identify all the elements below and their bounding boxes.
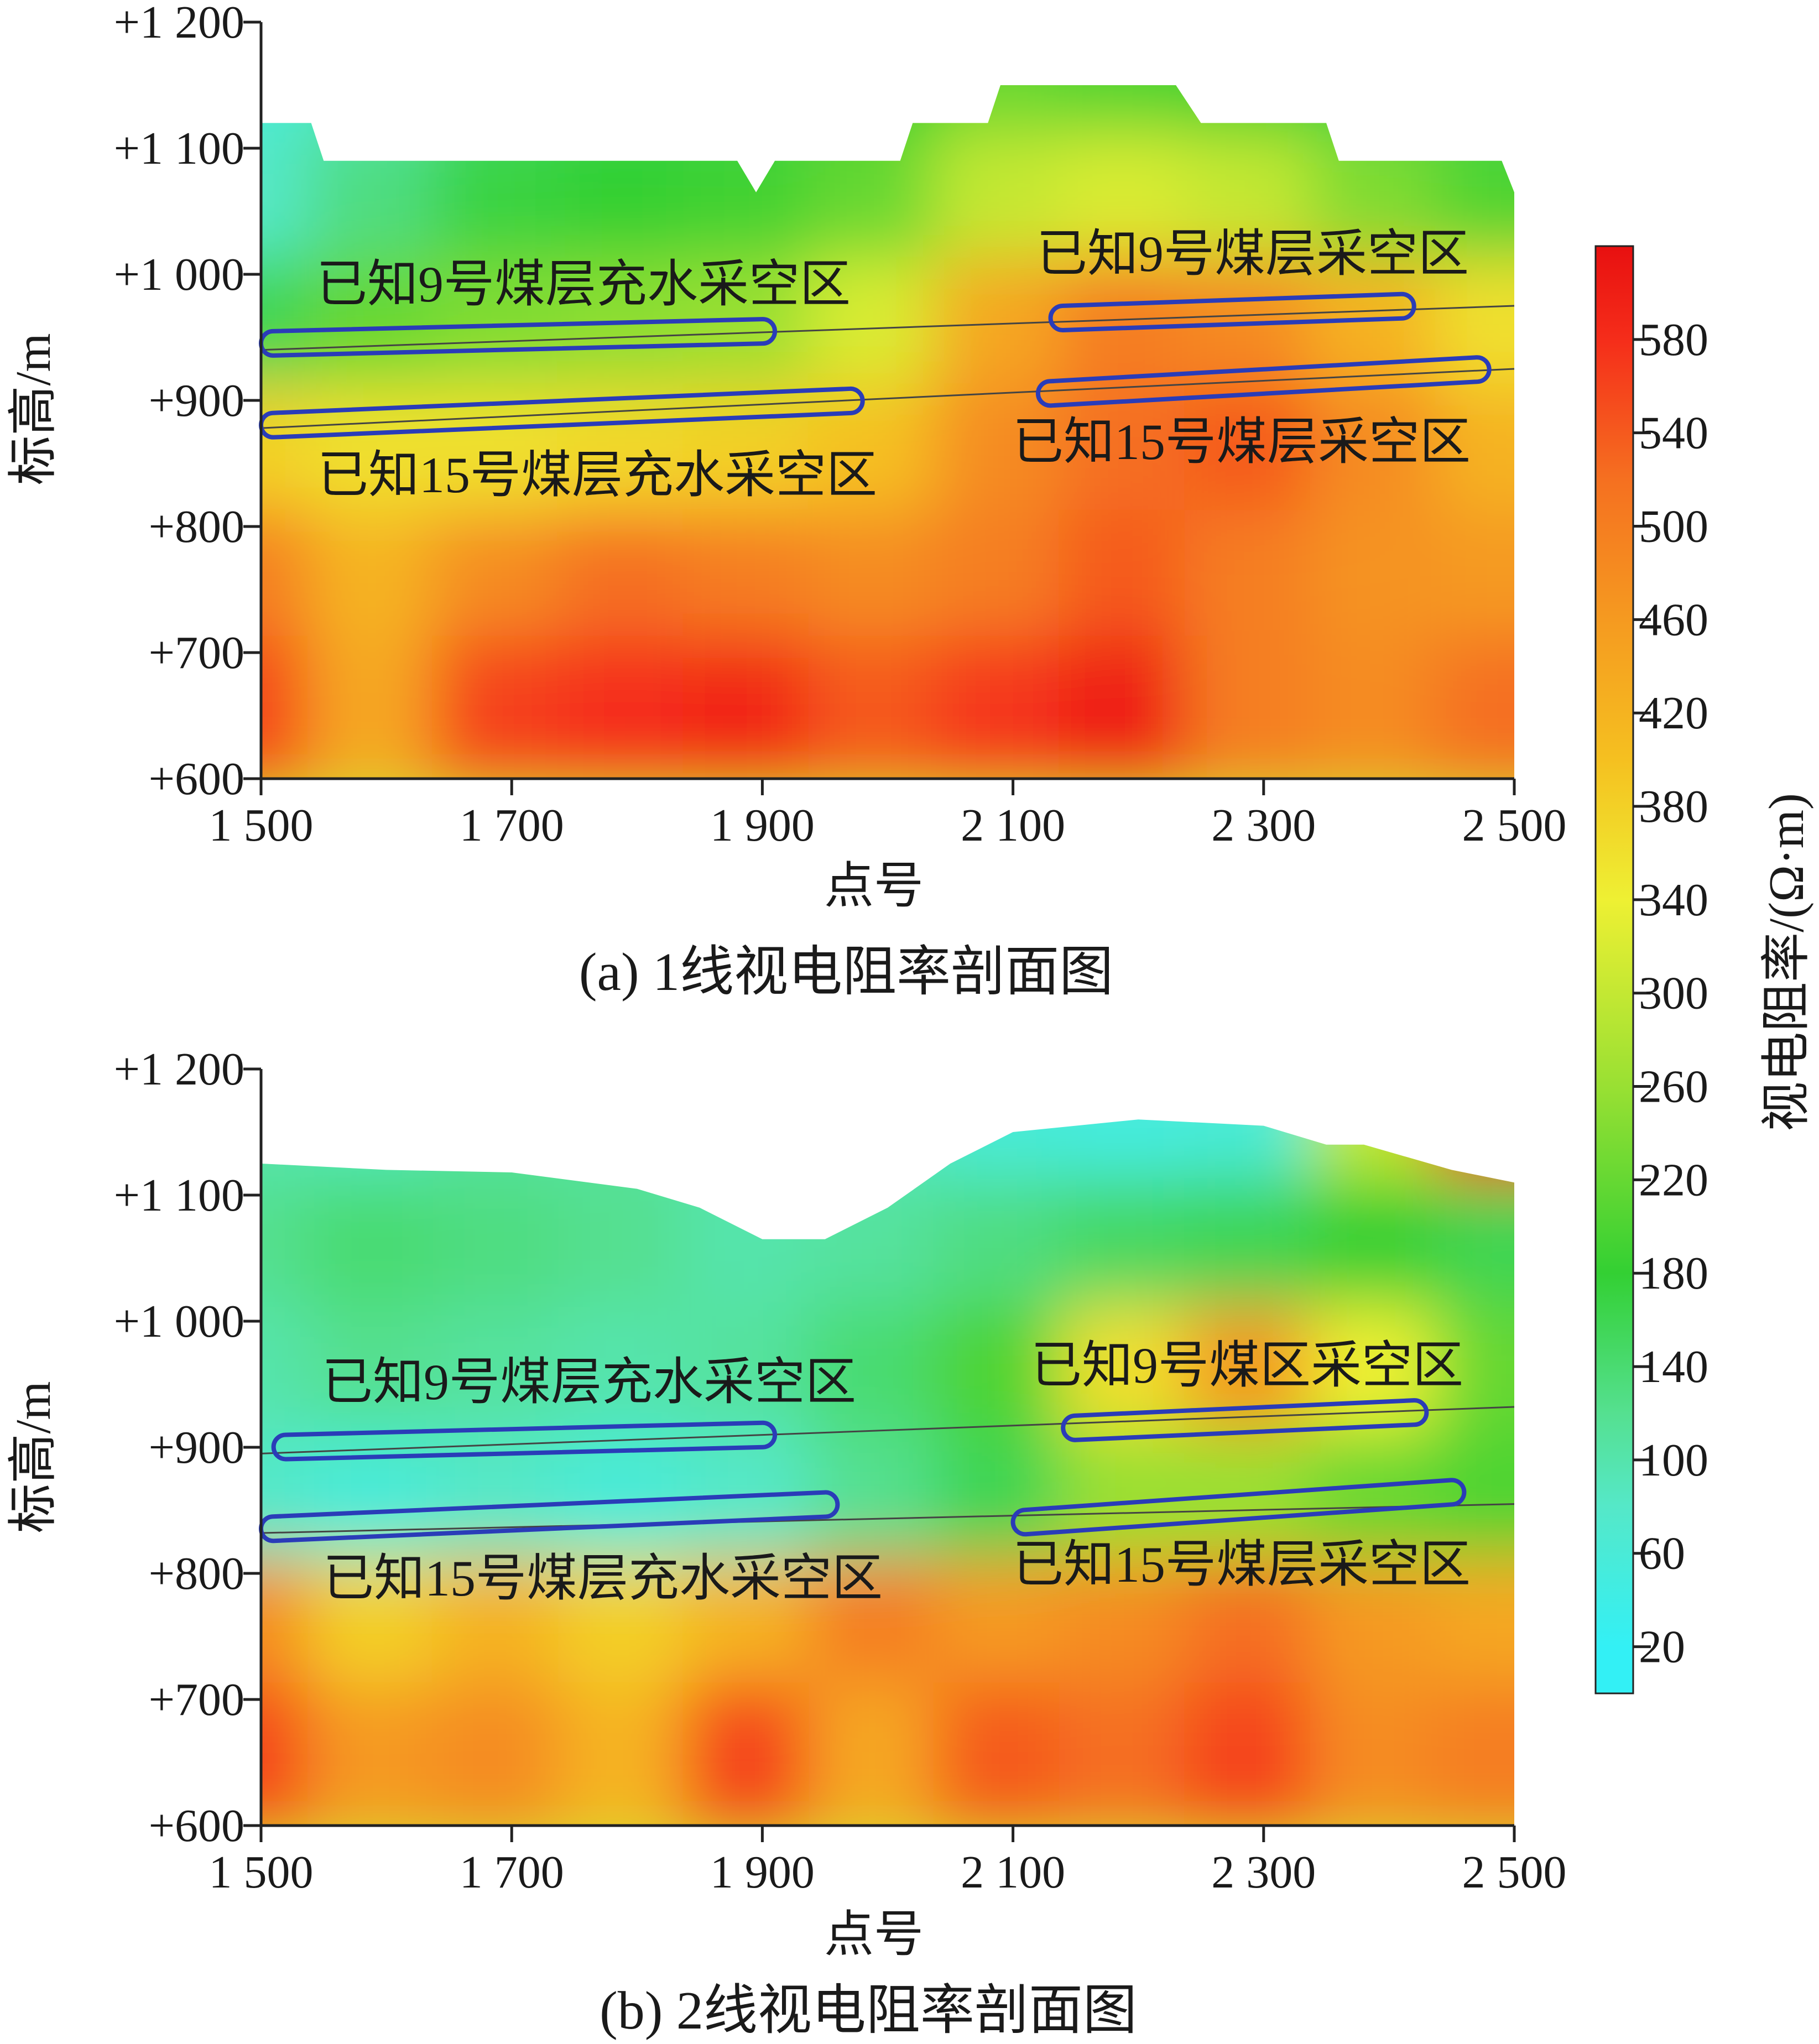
x-tick-label: 2 500 bbox=[1462, 1847, 1567, 1898]
y-tick-label: +900 bbox=[149, 1422, 244, 1473]
colorbar-scale bbox=[1596, 246, 1633, 1693]
colorbar-tick-label: 420 bbox=[1639, 687, 1708, 739]
colorbar-ticks: 20 60 100 140 180 220 260 300 340 380 420 460 500 540… bbox=[1594, 245, 1708, 1694]
colorbar-frame bbox=[1594, 245, 1634, 1694]
y-tick-label: +1 000 bbox=[114, 1296, 244, 1347]
seam-line-15 bbox=[260, 1503, 1515, 1534]
seam-lines-a bbox=[260, 305, 1515, 429]
colorbar-tick-label: 340 bbox=[1639, 874, 1708, 926]
goaf-label: 已知15号煤层充水采空区 bbox=[323, 1550, 883, 1607]
colorbar-tick-label: 180 bbox=[1639, 1248, 1708, 1299]
y-tick-label: +1 000 bbox=[114, 249, 244, 300]
caption-a: (a) 1线视电阻率剖面图 bbox=[579, 942, 1113, 1002]
x-tick-label: 1 700 bbox=[460, 800, 564, 851]
colorbar-tick-label: 460 bbox=[1639, 594, 1708, 645]
goaf-outline bbox=[1010, 1478, 1467, 1537]
terrain-mask-a bbox=[261, 22, 1514, 192]
colorbar-tick-label: 380 bbox=[1639, 781, 1708, 832]
y-tick-label: +800 bbox=[149, 1548, 244, 1599]
y-axis-title-a: 标高/m bbox=[6, 333, 61, 485]
goaf-label: 已知9号煤层充水采空区 bbox=[316, 256, 851, 312]
y-axis-title-b: 标高/m bbox=[6, 1381, 61, 1533]
y-tick-label: +700 bbox=[149, 1674, 244, 1725]
x-tick-label: 2 100 bbox=[961, 1847, 1065, 1898]
colorbar-tick-label: 540 bbox=[1639, 408, 1708, 459]
field-cell bbox=[1435, 1683, 1514, 1826]
heatmap-b bbox=[261, 1069, 1514, 1826]
y-tick-label: +900 bbox=[149, 375, 244, 426]
goaf-outline bbox=[1035, 355, 1492, 408]
y-tick-label: +1 200 bbox=[114, 0, 244, 48]
goaf-label: 已知15号煤层采空区 bbox=[1013, 414, 1471, 470]
y-tick-label: +1 200 bbox=[114, 1044, 244, 1095]
caption-b: (b) 2线视电阻率剖面图 bbox=[600, 1981, 1137, 2041]
seam-line-9 bbox=[260, 305, 1515, 351]
x-tick-label: 2 500 bbox=[1462, 800, 1567, 851]
x-tick-label: 1 900 bbox=[710, 800, 815, 851]
colorbar-tick-label: 140 bbox=[1639, 1341, 1708, 1393]
goaf-label: 已知15号煤层充水采空区 bbox=[317, 447, 877, 503]
colorbar-tick-label: 260 bbox=[1639, 1061, 1708, 1113]
colorbar-title: 视电阻率/(Ω·m) bbox=[1759, 793, 1814, 1132]
goaf-outline bbox=[1048, 291, 1416, 333]
goaf-outline bbox=[271, 1420, 778, 1462]
seam-lines-b bbox=[260, 1406, 1515, 1534]
y-tick-label: +700 bbox=[149, 627, 244, 679]
y-tick-label: +600 bbox=[149, 1800, 244, 1852]
x-tick-label: 2 300 bbox=[1211, 1847, 1316, 1898]
goaf-label: 已知9号煤层充水采空区 bbox=[322, 1354, 856, 1410]
seam-line-15 bbox=[260, 368, 1515, 429]
seam-line-9 bbox=[260, 1406, 1515, 1454]
x-tick-label: 1 500 bbox=[209, 800, 314, 851]
y-tick-label: +800 bbox=[149, 501, 244, 552]
heatmap-a bbox=[261, 22, 1514, 779]
goaf-outline bbox=[1061, 1398, 1429, 1442]
x-axis-title-b: 点号 bbox=[824, 1907, 924, 1962]
colorbar: 20 60 100 140 180 220 260 300 340 380 420 460 500 540… bbox=[1594, 245, 1814, 1694]
colorbar-tick-label: 20 bbox=[1639, 1621, 1685, 1673]
colorbar-tick-label: 580 bbox=[1639, 314, 1708, 366]
x-tick-label: 2 300 bbox=[1211, 800, 1316, 851]
y-tick-label: +1 100 bbox=[114, 123, 244, 174]
x-tick-label: 1 500 bbox=[209, 1847, 314, 1898]
goaf-label: 已知9号煤区采空区 bbox=[1031, 1337, 1463, 1394]
colorbar-tick-label: 300 bbox=[1639, 968, 1708, 1019]
goaf-label: 已知9号煤层采空区 bbox=[1036, 226, 1469, 282]
x-axis-title-a: 点号 bbox=[824, 859, 924, 914]
goaf-label: 已知15号煤层采空区 bbox=[1013, 1536, 1471, 1593]
terrain-mask-b bbox=[261, 1069, 1514, 1239]
x-tick-label: 1 700 bbox=[460, 1847, 564, 1898]
x-tick-label: 2 100 bbox=[961, 800, 1065, 851]
y-tick-label: +1 100 bbox=[114, 1170, 244, 1221]
colorbar-tick-label: 60 bbox=[1639, 1528, 1685, 1579]
field-cell bbox=[1435, 636, 1514, 779]
colorbar-tick-label: 100 bbox=[1639, 1435, 1708, 1486]
colorbar-tick-label: 500 bbox=[1639, 501, 1708, 552]
y-tick-label: +600 bbox=[149, 753, 244, 805]
colorbar-tick-label: 220 bbox=[1639, 1154, 1708, 1206]
x-tick-label: 1 900 bbox=[710, 1847, 815, 1898]
